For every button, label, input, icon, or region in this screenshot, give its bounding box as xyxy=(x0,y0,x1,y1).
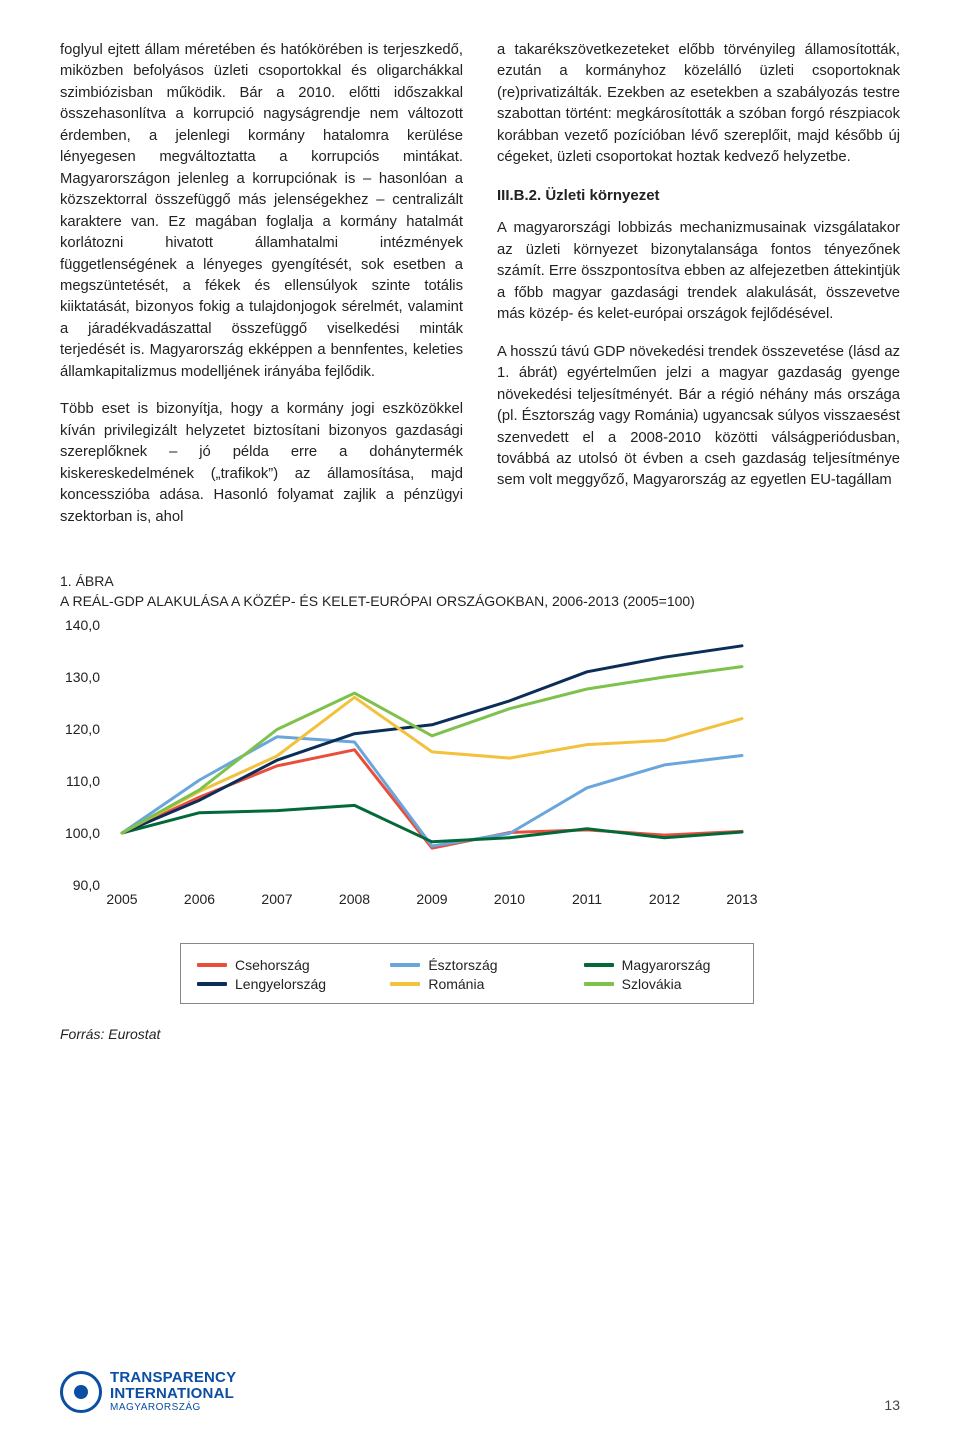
series-Szlovákia xyxy=(122,667,742,833)
x-tick: 2010 xyxy=(494,891,525,907)
x-tick: 2007 xyxy=(261,891,292,907)
legend-label: Románia xyxy=(428,976,484,992)
logo-line2: INTERNATIONAL xyxy=(110,1386,236,1402)
legend-label: Lengyelország xyxy=(235,976,326,992)
x-tick: 2008 xyxy=(339,891,370,907)
right-p2: A magyarországi lobbizás mechanizmusaina… xyxy=(497,218,900,325)
legend-label: Észtország xyxy=(428,957,497,973)
left-p2: Több eset is bizonyítja, hogy a kormány … xyxy=(60,399,463,528)
figure: 1. ÁBRA A REÁL-GDP ALAKULÁSA A KÖZÉP- ÉS… xyxy=(60,572,900,1042)
section-heading: III.B.2. Üzleti környezet xyxy=(497,185,900,207)
y-tick: 140,0 xyxy=(65,617,100,633)
right-p3: A hosszú távú GDP növekedési trendek öss… xyxy=(497,342,900,492)
right-column: a takarékszövetkezeteket előbb törvényil… xyxy=(497,40,900,544)
figure-title: 1. ÁBRA A REÁL-GDP ALAKULÁSA A KÖZÉP- ÉS… xyxy=(60,572,900,611)
legend-item: Csehország xyxy=(197,957,350,973)
logo-line3: MAGYARORSZÁG xyxy=(110,1403,236,1414)
x-tick: 2006 xyxy=(184,891,215,907)
legend-label: Szlovákia xyxy=(622,976,682,992)
y-tick: 120,0 xyxy=(65,721,100,737)
y-tick: 90,0 xyxy=(73,877,100,893)
page: foglyul ejtett állam méretében és hatókö… xyxy=(0,0,960,1439)
y-axis-labels: 90,0 100,0 110,0 120,0 130,0 140,0 xyxy=(54,617,106,927)
legend-swatch xyxy=(390,982,420,986)
logo-line1: TRANSPARENCY xyxy=(110,1370,236,1386)
logo-icon xyxy=(60,1371,102,1413)
legend-item: Lengyelország xyxy=(197,976,350,992)
left-column: foglyul ejtett állam méretében és hatókö… xyxy=(60,40,463,544)
legend-row: Lengyelország Románia Szlovákia xyxy=(197,976,737,992)
x-tick: 2013 xyxy=(726,891,757,907)
legend-label: Csehország xyxy=(235,957,310,973)
legend-item: Románia xyxy=(390,976,543,992)
x-tick: 2009 xyxy=(416,891,447,907)
legend-item: Észtország xyxy=(390,957,543,973)
x-tick: 2012 xyxy=(649,891,680,907)
chart-area: 90,0 100,0 110,0 120,0 130,0 140,0 2005 2006 20… xyxy=(54,617,814,927)
y-tick: 130,0 xyxy=(65,669,100,685)
chart-svg xyxy=(112,625,752,885)
left-p1: foglyul ejtett állam méretében és hatókö… xyxy=(60,40,463,383)
footer: TRANSPARENCY INTERNATIONAL MAGYARORSZÁG … xyxy=(60,1370,900,1413)
legend-item: Magyarország xyxy=(584,957,737,973)
figure-title-line1: 1. ÁBRA xyxy=(60,572,900,592)
y-tick: 100,0 xyxy=(65,825,100,841)
x-tick: 2005 xyxy=(106,891,137,907)
legend-item: Szlovákia xyxy=(584,976,737,992)
y-tick: 110,0 xyxy=(66,773,100,789)
figure-title-line2: A REÁL-GDP ALAKULÁSA A KÖZÉP- ÉS KELET-E… xyxy=(60,592,900,612)
legend-swatch xyxy=(390,963,420,967)
series-Magyarország xyxy=(122,806,742,842)
series-Csehország xyxy=(122,750,742,848)
legend-row: Csehország Észtország Magyarország xyxy=(197,957,737,973)
legend-swatch xyxy=(197,963,227,967)
text-columns: foglyul ejtett állam méretében és hatókö… xyxy=(60,40,900,544)
page-number: 13 xyxy=(884,1397,900,1413)
logo: TRANSPARENCY INTERNATIONAL MAGYARORSZÁG xyxy=(60,1370,236,1413)
right-p1: a takarékszövetkezeteket előbb törvényil… xyxy=(497,40,900,169)
figure-source: Forrás: Eurostat xyxy=(60,1026,900,1042)
legend-swatch xyxy=(584,963,614,967)
series-Lengyelország xyxy=(122,646,742,833)
x-tick: 2011 xyxy=(572,891,602,907)
legend-swatch xyxy=(584,982,614,986)
legend-swatch xyxy=(197,982,227,986)
legend: Csehország Észtország Magyarország Lengyelo… xyxy=(180,943,754,1004)
legend-label: Magyarország xyxy=(622,957,711,973)
logo-text: TRANSPARENCY INTERNATIONAL MAGYARORSZÁG xyxy=(110,1370,236,1413)
